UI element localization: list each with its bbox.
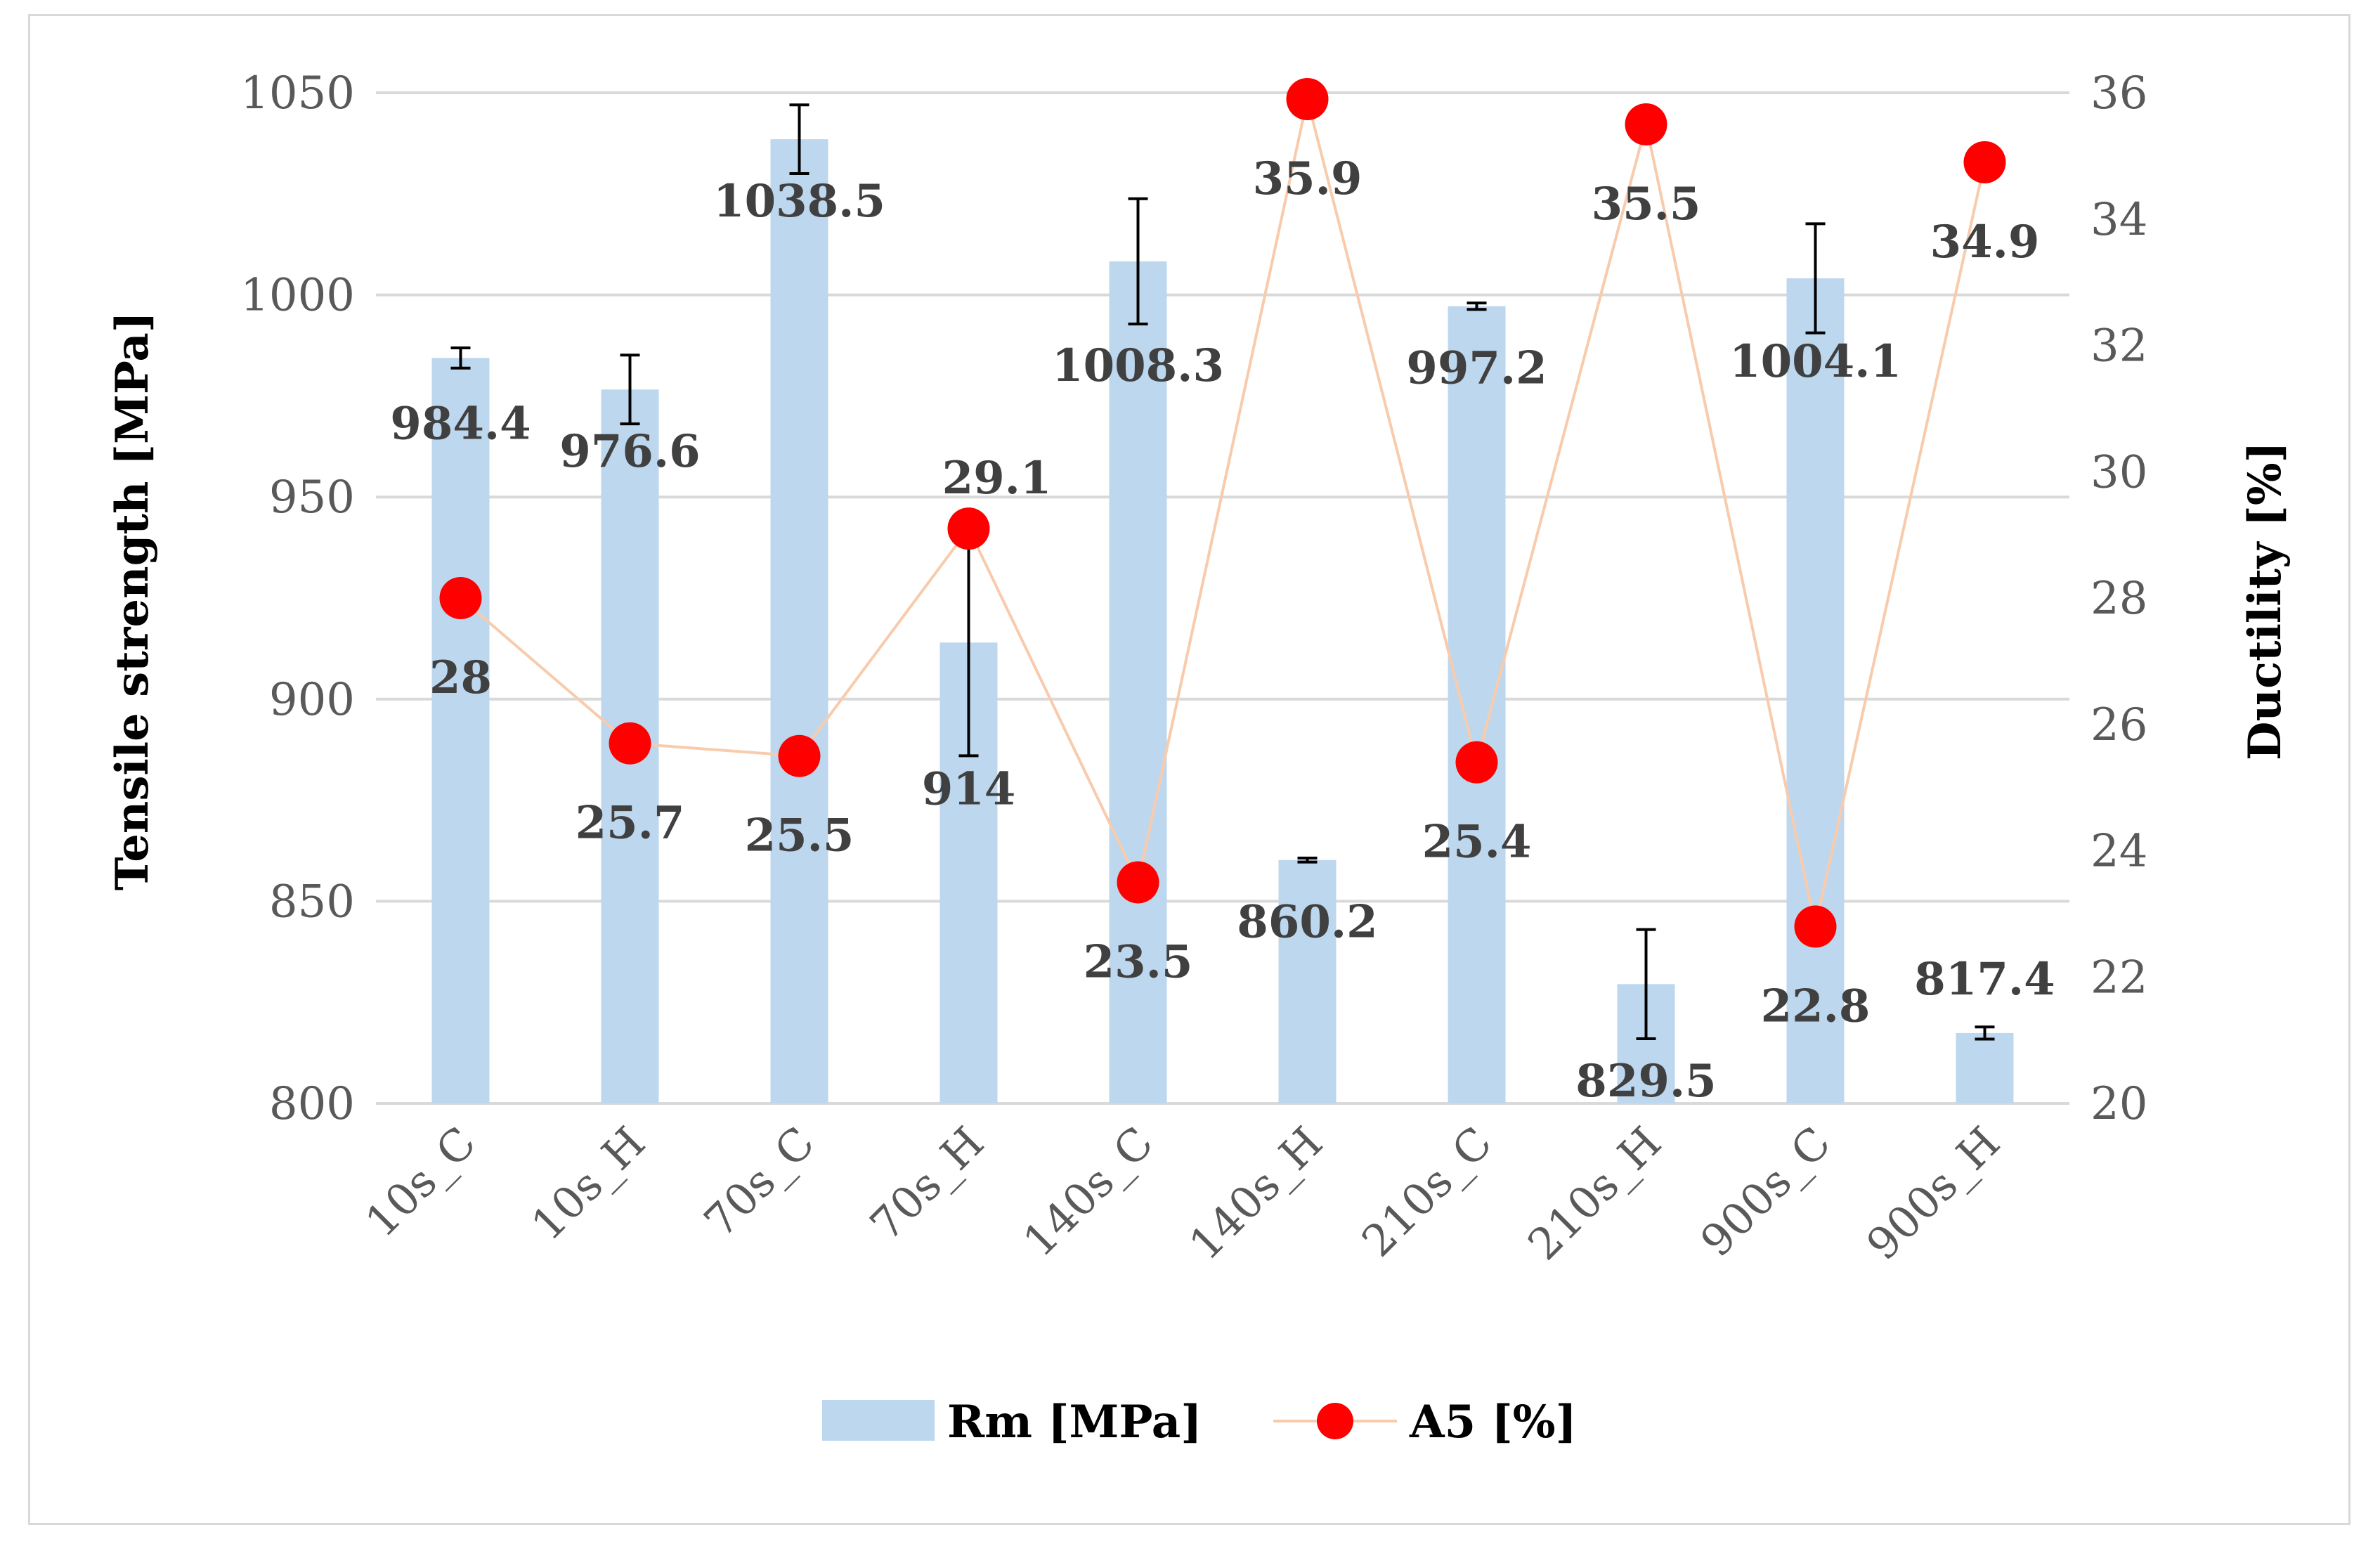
a5-data-label: 25.5 bbox=[745, 810, 854, 862]
right-tick-label: 24 bbox=[2090, 826, 2147, 878]
category-label: 140s_C bbox=[1013, 1117, 1163, 1266]
right-axis-ticks: 20 22 24 26 28 30 32 34 36 bbox=[2090, 67, 2147, 1130]
category-label: 140s_H bbox=[1179, 1117, 1332, 1270]
legend-rm-swatch bbox=[822, 1400, 935, 1441]
a5-data-label: 29.1 bbox=[942, 452, 1052, 505]
rm-data-label: 860.2 bbox=[1237, 896, 1377, 949]
right-tick-label: 22 bbox=[2090, 952, 2147, 1004]
rm-data-label: 829.5 bbox=[1575, 1055, 1716, 1108]
category-label: 900s_C bbox=[1691, 1117, 1840, 1266]
left-axis-ticks: 800 850 900 950 1000 1050 bbox=[240, 67, 355, 1130]
legend-a5-label: A5 [%] bbox=[1409, 1396, 1577, 1448]
a5-points bbox=[439, 77, 2006, 948]
rm-data-label: 1008.3 bbox=[1052, 339, 1224, 392]
left-tick-label: 800 bbox=[269, 1078, 355, 1130]
right-tick-label: 30 bbox=[2090, 446, 2147, 498]
rm-data-labels: 984.4 976.6 1038.5 914 1008.3 860.2 997.2 829.5… bbox=[390, 175, 2055, 1108]
a5-point bbox=[1963, 141, 2006, 183]
category-label: 70s_H bbox=[860, 1117, 994, 1250]
category-labels: 10s_C 10s_H 70s_C 70s_H 140s_C 140s_H 210s_C 21… bbox=[356, 1117, 2010, 1270]
right-tick-label: 26 bbox=[2090, 699, 2147, 751]
rm-bar bbox=[770, 139, 828, 1104]
rm-data-label: 976.6 bbox=[559, 425, 700, 478]
right-tick-label: 28 bbox=[2090, 573, 2147, 625]
rm-data-label: 984.4 bbox=[390, 397, 531, 450]
a5-point bbox=[1794, 905, 1837, 948]
rm-error-bars bbox=[450, 103, 1995, 1041]
right-axis-title: Ductility [%] bbox=[2239, 441, 2291, 760]
rm-bar bbox=[1109, 261, 1167, 1103]
a5-data-label: 35.9 bbox=[1253, 153, 1363, 205]
left-axis-title: Tensile strength [MPa] bbox=[106, 311, 159, 890]
a5-point bbox=[609, 722, 651, 765]
left-tick-label: 1050 bbox=[240, 67, 355, 119]
rm-data-label: 997.2 bbox=[1406, 342, 1547, 395]
a5-point bbox=[1286, 77, 1329, 120]
rm-data-label: 1038.5 bbox=[713, 175, 885, 228]
a5-point bbox=[439, 577, 482, 619]
category-label: 210s_H bbox=[1518, 1117, 1671, 1270]
a5-point bbox=[947, 507, 990, 550]
left-tick-label: 850 bbox=[269, 876, 355, 928]
a5-data-label: 28 bbox=[429, 651, 492, 704]
left-tick-label: 900 bbox=[269, 674, 355, 726]
a5-data-label: 22.8 bbox=[1761, 980, 1871, 1032]
left-tick-label: 1000 bbox=[240, 270, 355, 322]
rm-data-label: 817.4 bbox=[1914, 953, 2055, 1006]
legend[interactable]: Rm [MPa] A5 [%] bbox=[822, 1396, 1577, 1448]
a5-line bbox=[460, 98, 1986, 927]
rm-bar bbox=[1448, 306, 1506, 1104]
a5-data-label: 35.5 bbox=[1592, 178, 1701, 231]
rm-bar bbox=[1278, 860, 1337, 1103]
a5-series-line bbox=[460, 98, 1986, 927]
rm-bar bbox=[1786, 278, 1845, 1103]
chart-frame bbox=[28, 14, 2350, 1525]
a5-data-label: 34.9 bbox=[1930, 216, 2040, 268]
right-tick-label: 36 bbox=[2090, 67, 2147, 119]
a5-point bbox=[778, 734, 821, 777]
rm-bar bbox=[431, 358, 490, 1104]
rm-bars bbox=[431, 139, 2014, 1104]
rm-data-label: 1004.1 bbox=[1729, 335, 1901, 388]
a5-data-labels: 28 25.7 25.5 29.1 23.5 35.9 25.4 35.5 22.8 34.9 bbox=[429, 153, 2039, 1032]
rm-bar bbox=[1956, 1032, 2014, 1103]
rm-data-label: 914 bbox=[922, 763, 1016, 815]
category-label: 70s_C bbox=[694, 1117, 824, 1247]
category-label: 210s_C bbox=[1352, 1117, 1502, 1266]
a5-data-label: 25.4 bbox=[1422, 816, 1532, 869]
category-label: 10s_C bbox=[356, 1117, 486, 1247]
category-label: 900s_H bbox=[1856, 1117, 2010, 1270]
category-label: 10s_H bbox=[521, 1117, 655, 1250]
legend-rm-label: Rm [MPa] bbox=[947, 1396, 1202, 1448]
right-tick-label: 32 bbox=[2090, 320, 2147, 372]
a5-data-label: 25.7 bbox=[576, 797, 685, 850]
left-tick-label: 950 bbox=[269, 472, 355, 524]
a5-point bbox=[1455, 741, 1498, 784]
right-tick-label: 20 bbox=[2090, 1078, 2147, 1130]
legend-a5-marker bbox=[1317, 1403, 1353, 1439]
right-tick-label: 34 bbox=[2090, 194, 2147, 246]
a5-point bbox=[1625, 103, 1667, 145]
a5-point bbox=[1117, 861, 1159, 904]
a5-data-label: 23.5 bbox=[1084, 935, 1193, 988]
